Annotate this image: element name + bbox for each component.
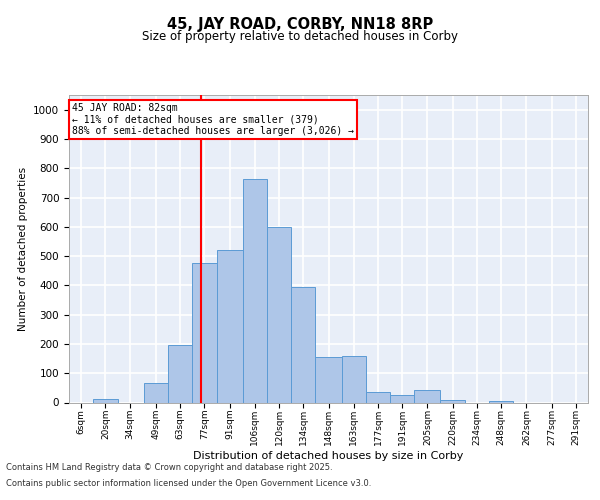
X-axis label: Distribution of detached houses by size in Corby: Distribution of detached houses by size … — [193, 450, 464, 460]
Bar — [168, 344, 192, 403]
Bar — [366, 392, 390, 402]
Bar — [341, 356, 366, 403]
Text: Contains HM Land Registry data © Crown copyright and database right 2025.: Contains HM Land Registry data © Crown c… — [6, 464, 332, 472]
Bar — [415, 390, 440, 402]
Bar — [192, 262, 217, 402]
Bar — [143, 384, 168, 402]
Bar — [440, 400, 465, 402]
Bar — [267, 227, 291, 402]
Text: Contains public sector information licensed under the Open Government Licence v3: Contains public sector information licen… — [6, 478, 371, 488]
Bar — [217, 250, 242, 402]
Text: 45, JAY ROAD, CORBY, NN18 8RP: 45, JAY ROAD, CORBY, NN18 8RP — [167, 18, 433, 32]
Y-axis label: Number of detached properties: Number of detached properties — [17, 166, 28, 331]
Bar — [242, 180, 267, 402]
Text: Size of property relative to detached houses in Corby: Size of property relative to detached ho… — [142, 30, 458, 43]
Text: 45 JAY ROAD: 82sqm
← 11% of detached houses are smaller (379)
88% of semi-detach: 45 JAY ROAD: 82sqm ← 11% of detached hou… — [71, 102, 353, 136]
Bar — [390, 395, 415, 402]
Bar — [94, 400, 118, 402]
Bar — [316, 357, 341, 403]
Bar — [291, 287, 316, 403]
